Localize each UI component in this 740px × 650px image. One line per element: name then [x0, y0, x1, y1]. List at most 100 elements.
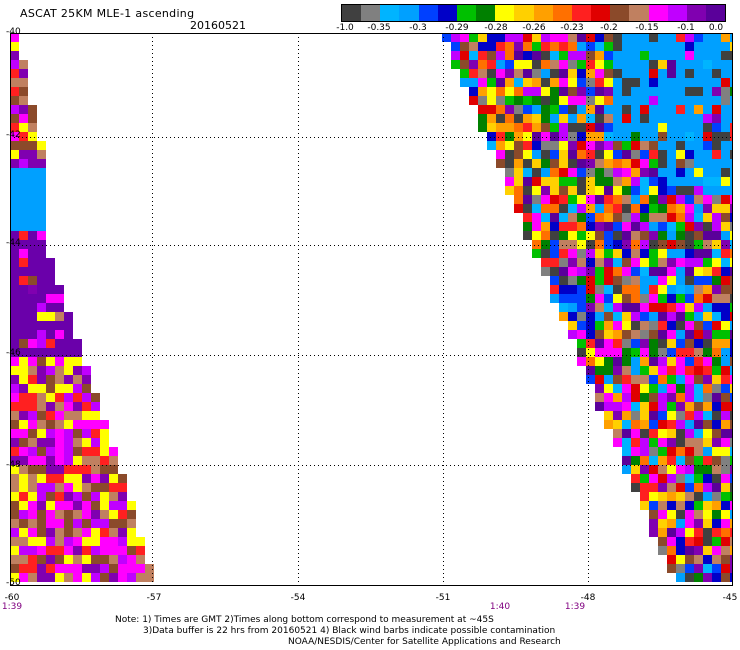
data-cell: [667, 222, 676, 231]
data-cell: [658, 249, 667, 258]
data-cell: [676, 195, 685, 204]
data-cell: [55, 546, 64, 555]
data-cell: [649, 510, 658, 519]
data-cell: [559, 114, 568, 123]
data-cell: [19, 564, 28, 573]
data-cell: [685, 375, 694, 384]
data-cell: [703, 474, 712, 483]
data-cell: [694, 321, 703, 330]
data-cell: [586, 339, 595, 348]
data-cell: [658, 483, 667, 492]
data-cell: [685, 402, 694, 411]
data-cell: [577, 222, 586, 231]
data-cell: [667, 564, 676, 573]
data-cell: [730, 276, 733, 285]
data-cell: [667, 312, 676, 321]
data-cell: [487, 105, 496, 114]
data-cell: [730, 150, 733, 159]
data-cell: [703, 537, 712, 546]
data-cell: [568, 87, 577, 96]
data-cell: [55, 573, 64, 582]
data-cell: [595, 96, 604, 105]
data-cell: [19, 411, 28, 420]
data-cell: [64, 321, 73, 330]
data-cell: [28, 528, 37, 537]
data-cell: [622, 222, 631, 231]
data-cell: [721, 519, 730, 528]
data-cell: [712, 330, 721, 339]
data-cell: [694, 105, 703, 114]
data-cell: [649, 69, 658, 78]
data-cell: [721, 339, 730, 348]
data-cell: [658, 267, 667, 276]
data-cell: [595, 321, 604, 330]
data-cell: [721, 330, 730, 339]
data-cell: [568, 78, 577, 87]
data-cell: [505, 78, 514, 87]
data-cell: [649, 186, 658, 195]
data-cell: [100, 483, 109, 492]
data-cell: [28, 114, 37, 123]
data-cell: [46, 438, 55, 447]
data-cell: [631, 60, 640, 69]
data-cell: [10, 366, 19, 375]
data-cell: [10, 177, 19, 186]
data-cell: [640, 492, 649, 501]
data-cell: [109, 537, 118, 546]
data-cell: [64, 474, 73, 483]
legend-swatch: [456, 5, 477, 21]
data-cell: [667, 123, 676, 132]
data-cell: [613, 114, 622, 123]
data-cell: [28, 150, 37, 159]
data-cell: [703, 330, 712, 339]
data-cell: [577, 258, 586, 267]
data-cell: [64, 465, 73, 474]
data-cell: [28, 402, 37, 411]
data-cell: [649, 357, 658, 366]
data-cell: [694, 258, 703, 267]
data-cell: [100, 519, 109, 528]
data-cell: [28, 294, 37, 303]
data-cell: [46, 555, 55, 564]
data-cell: [595, 240, 604, 249]
data-cell: [19, 429, 28, 438]
data-cell: [712, 564, 721, 573]
data-cell: [10, 420, 19, 429]
data-cell: [82, 438, 91, 447]
data-cell: [595, 267, 604, 276]
data-cell: [730, 483, 733, 492]
data-cell: [10, 267, 19, 276]
data-cell: [595, 357, 604, 366]
data-cell: [55, 339, 64, 348]
data-cell: [685, 240, 694, 249]
data-cell: [676, 537, 685, 546]
data-cell: [577, 105, 586, 114]
data-cell: [37, 195, 46, 204]
data-cell: [721, 312, 730, 321]
data-cell: [640, 456, 649, 465]
data-cell: [19, 177, 28, 186]
data-cell: [523, 222, 532, 231]
data-cell: [694, 285, 703, 294]
data-cell: [730, 492, 733, 501]
legend-swatch: [686, 5, 706, 21]
data-cell: [532, 204, 541, 213]
data-cell: [523, 105, 532, 114]
data-cell: [712, 285, 721, 294]
data-cell: [10, 87, 19, 96]
data-cell: [613, 249, 622, 258]
data-cell: [28, 393, 37, 402]
data-cell: [541, 150, 550, 159]
data-cell: [28, 501, 37, 510]
data-cell: [496, 141, 505, 150]
data-cell: [28, 330, 37, 339]
data-cell: [676, 447, 685, 456]
data-cell: [10, 429, 19, 438]
data-cell: [667, 78, 676, 87]
data-cell: [550, 204, 559, 213]
data-cell: [541, 249, 550, 258]
data-cell: [676, 258, 685, 267]
data-cell: [658, 492, 667, 501]
data-cell: [676, 285, 685, 294]
data-cell: [613, 339, 622, 348]
